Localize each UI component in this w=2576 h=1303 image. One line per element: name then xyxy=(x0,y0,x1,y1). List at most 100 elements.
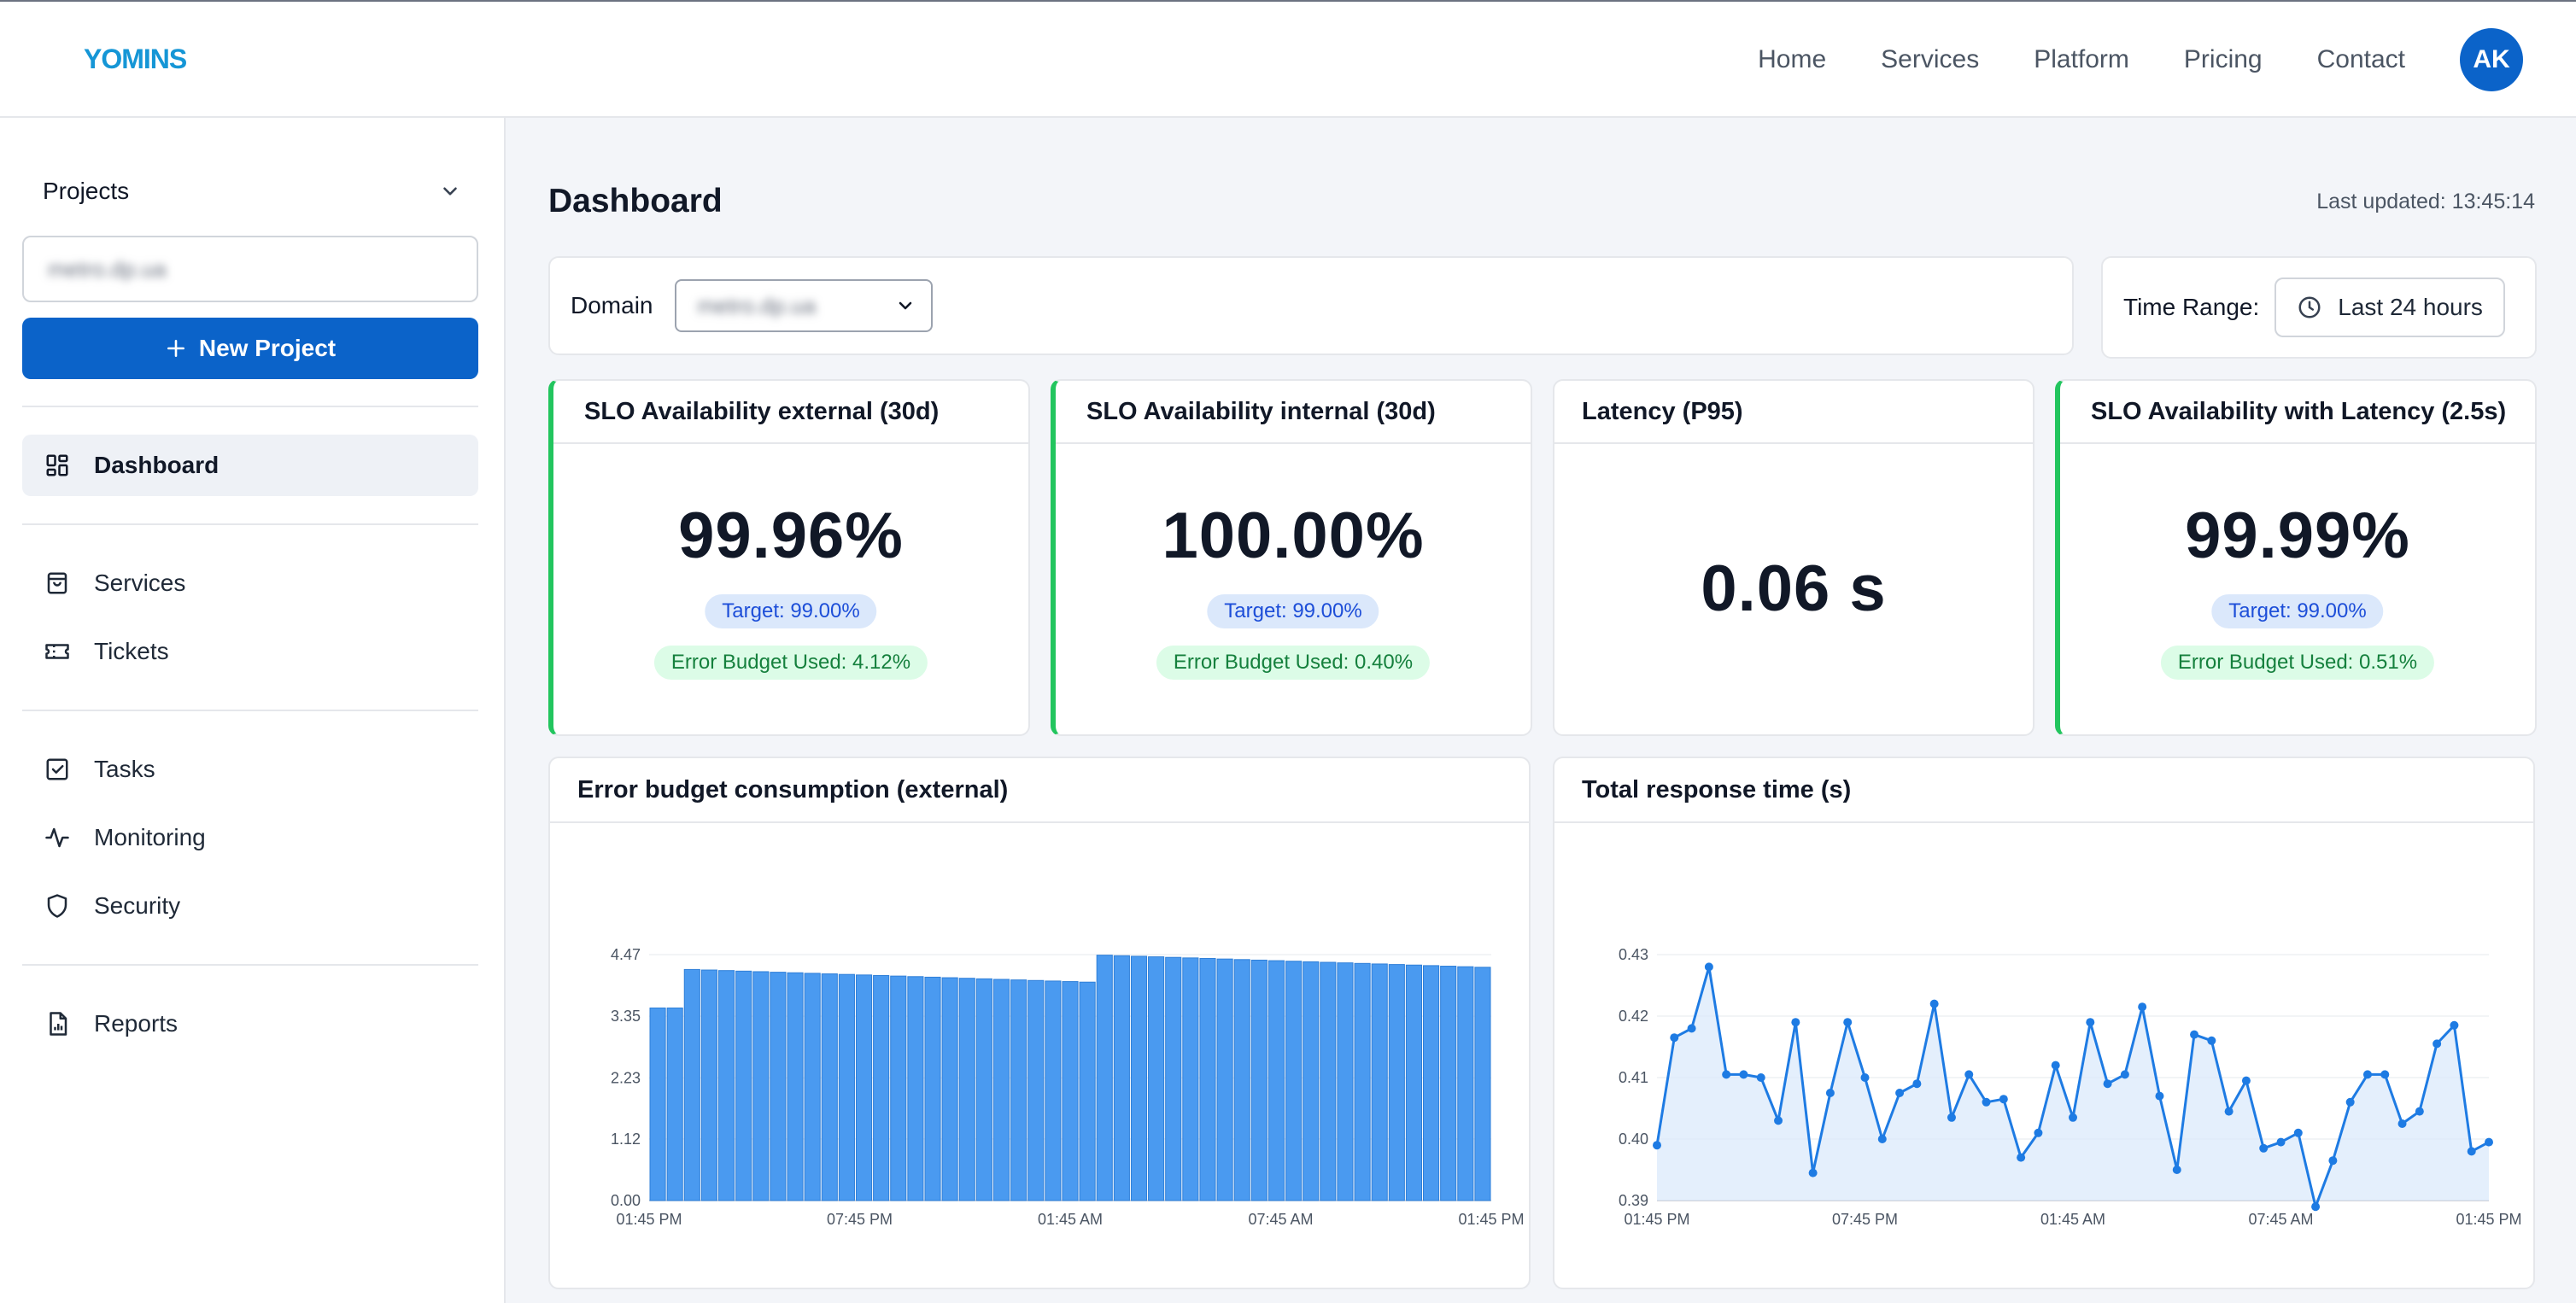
data-point xyxy=(1964,1070,1974,1079)
data-point xyxy=(2241,1076,2251,1085)
data-point xyxy=(2086,1018,2095,1027)
data-point xyxy=(1947,1113,1956,1122)
bar xyxy=(1010,979,1027,1201)
data-point xyxy=(1825,1089,1835,1097)
user-avatar[interactable]: AK xyxy=(2460,28,2523,91)
chevron-down-icon[interactable] xyxy=(439,180,461,202)
kpi-value: 0.06 s xyxy=(1701,552,1887,625)
sidebar-item-services[interactable]: Services xyxy=(22,552,478,614)
sidebar-item-reports[interactable]: Reports xyxy=(22,993,478,1055)
bar xyxy=(1182,957,1199,1201)
bar xyxy=(1285,961,1303,1201)
dashboard-icon xyxy=(43,451,72,480)
shopping-bag-icon xyxy=(43,569,72,598)
bar xyxy=(1440,966,1457,1201)
sidebar-item-security[interactable]: Security xyxy=(22,875,478,937)
x-tick-label: 01:45 AM xyxy=(2040,1211,2105,1228)
kpi-title: Latency (P95) xyxy=(1554,381,2033,444)
nav-platform[interactable]: Platform xyxy=(2034,45,2129,73)
chart-title: Total response time (s) xyxy=(1554,758,2533,823)
clock-icon xyxy=(2298,296,2321,318)
sidebar-item-label: Tasks xyxy=(94,756,155,782)
new-project-label: New Project xyxy=(198,335,337,361)
sidebar-item-tickets[interactable]: Tickets xyxy=(22,621,478,682)
bar xyxy=(1405,964,1423,1201)
last-updated-text: Last updated: 13:45:14 xyxy=(2316,190,2535,213)
data-point xyxy=(2155,1091,2164,1101)
y-tick-label: 2.23 xyxy=(611,1069,641,1086)
data-point xyxy=(1722,1070,1731,1079)
time-range-card: Time Range: Last 24 hours xyxy=(2101,256,2537,359)
bar xyxy=(666,1007,683,1201)
sidebar-item-dashboard[interactable]: Dashboard xyxy=(22,435,478,496)
data-point xyxy=(2328,1156,2338,1166)
bar xyxy=(1303,961,1320,1201)
bar xyxy=(1268,960,1285,1201)
kpi-card-slo-internal: SLO Availability internal (30d) 100.00% … xyxy=(1051,379,1532,736)
data-point xyxy=(1704,962,1713,972)
kpi-value: 99.99% xyxy=(2185,500,2410,572)
y-tick-label: 1.12 xyxy=(611,1131,641,1148)
bar xyxy=(958,978,975,1201)
data-point xyxy=(1877,1135,1887,1143)
report-file-icon xyxy=(43,1009,72,1038)
main-nav: Home Services Platform Pricing Contact xyxy=(1758,2,2405,118)
time-range-label: Time Range: xyxy=(2123,294,2260,320)
data-point xyxy=(2120,1070,2129,1079)
domain-select[interactable]: metro.dp.ua xyxy=(675,279,934,332)
y-tick-label: 4.47 xyxy=(611,946,641,963)
svg-text:YOMINS: YOMINS xyxy=(84,44,187,74)
chart-title: Error budget consumption (external) xyxy=(550,758,1529,823)
activity-icon xyxy=(43,823,72,852)
project-input-value: metro.dp.ua xyxy=(48,255,167,282)
bar xyxy=(1130,955,1148,1201)
new-project-button[interactable]: New Project xyxy=(22,318,478,379)
nav-contact[interactable]: Contact xyxy=(2316,45,2405,73)
bar xyxy=(1371,963,1388,1201)
data-point xyxy=(2276,1137,2286,1147)
x-tick-label: 01:45 PM xyxy=(2456,1211,2521,1228)
bar xyxy=(1148,956,1165,1201)
nav-services[interactable]: Services xyxy=(1881,45,1980,73)
data-point xyxy=(2485,1137,2493,1147)
x-tick-label: 01:45 PM xyxy=(1458,1211,1524,1228)
sidebar-item-tasks[interactable]: Tasks xyxy=(22,739,478,800)
sidebar: Projects metro.dp.ua New Project Dashboa… xyxy=(0,118,506,1303)
x-tick-label: 01:45 AM xyxy=(1038,1211,1103,1228)
error-budget-badge: Error Budget Used: 0.40% xyxy=(1156,646,1431,680)
data-point xyxy=(1929,999,1939,1008)
project-search-input[interactable]: metro.dp.ua xyxy=(22,236,478,302)
sidebar-divider xyxy=(22,523,478,525)
data-point xyxy=(1739,1070,1748,1079)
y-tick-label: 0.43 xyxy=(1619,946,1648,963)
target-badge: Target: 99.00% xyxy=(1207,594,1379,628)
bar xyxy=(649,1007,666,1201)
data-point xyxy=(1912,1079,1922,1089)
response-time-line-chart: 0.39 0.40 0.41 0.42 0.43 01:45 PM 07:45 PM 01:4… xyxy=(1619,946,2522,1228)
bar xyxy=(787,972,804,1201)
x-tick-label: 07:45 AM xyxy=(2248,1211,2313,1228)
error-budget-badge: Error Budget Used: 0.51% xyxy=(2160,646,2435,680)
nav-home[interactable]: Home xyxy=(1758,45,1827,73)
sidebar-item-label: Security xyxy=(94,892,181,919)
data-point xyxy=(2224,1107,2234,1116)
sidebar-item-monitoring[interactable]: Monitoring xyxy=(22,807,478,868)
chart-card-error-budget: Error budget consumption (external) 0.00… xyxy=(548,757,1531,1289)
brand-logo[interactable]: YOMINS xyxy=(84,39,203,80)
data-point xyxy=(1670,1033,1679,1043)
nav-pricing[interactable]: Pricing xyxy=(2183,45,2263,73)
bar xyxy=(855,974,873,1201)
data-point xyxy=(2034,1128,2043,1137)
bar xyxy=(717,970,735,1201)
x-tick-label: 07:45 PM xyxy=(1832,1211,1898,1228)
bar xyxy=(890,975,907,1201)
sidebar-item-label: Reports xyxy=(94,1010,179,1037)
error-budget-badge: Error Budget Used: 4.12% xyxy=(653,646,928,680)
kpi-title: SLO Availability external (30d) xyxy=(553,381,1028,444)
bar xyxy=(735,970,752,1201)
data-point xyxy=(2415,1107,2424,1116)
area-fill xyxy=(1657,967,2489,1207)
x-tick-label: 07:45 AM xyxy=(1248,1211,1313,1228)
time-range-button[interactable]: Last 24 hours xyxy=(2274,278,2505,337)
projects-header[interactable]: Projects xyxy=(43,178,461,205)
